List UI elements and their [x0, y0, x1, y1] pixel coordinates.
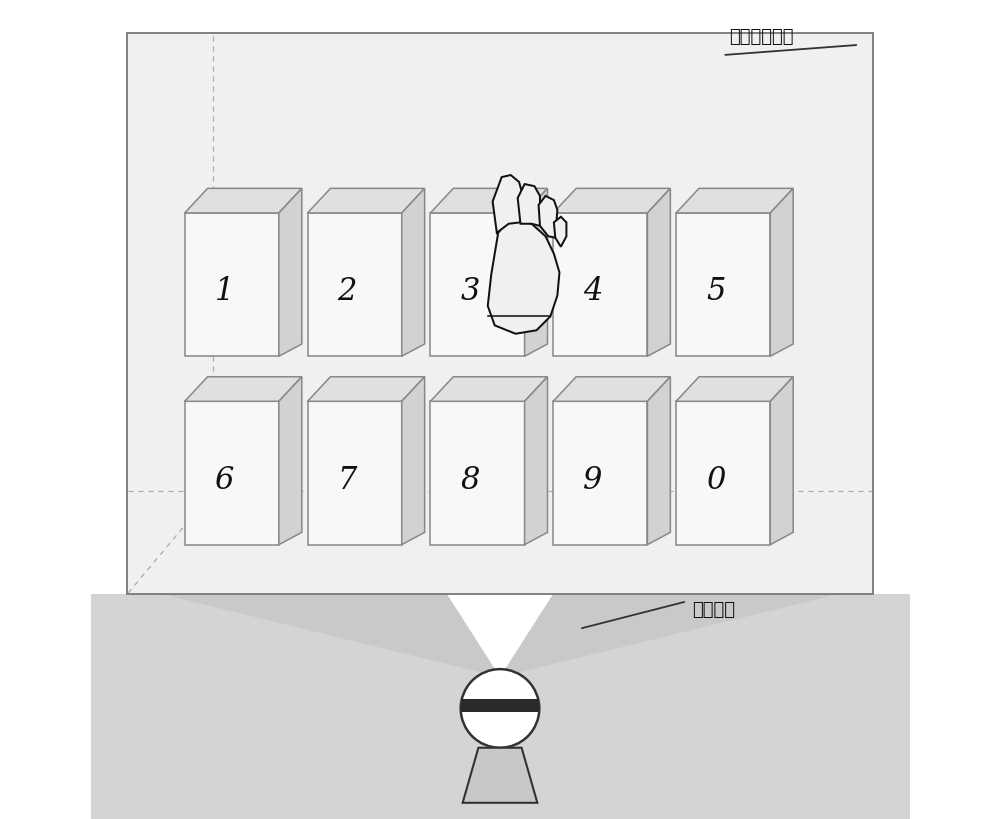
Polygon shape: [554, 217, 566, 247]
Polygon shape: [160, 594, 840, 677]
Polygon shape: [430, 377, 548, 401]
Polygon shape: [525, 188, 548, 356]
Text: 三维虚拟键盘: 三维虚拟键盘: [729, 28, 794, 46]
Polygon shape: [770, 377, 793, 545]
Polygon shape: [91, 594, 910, 819]
Polygon shape: [493, 175, 523, 233]
Polygon shape: [488, 219, 559, 334]
Polygon shape: [430, 188, 548, 213]
Polygon shape: [647, 188, 670, 356]
Polygon shape: [553, 188, 670, 213]
Polygon shape: [553, 213, 647, 356]
Circle shape: [461, 669, 539, 748]
Polygon shape: [430, 213, 525, 356]
Polygon shape: [461, 699, 539, 712]
Text: 7: 7: [337, 464, 357, 495]
Polygon shape: [279, 377, 302, 545]
Text: 9: 9: [583, 464, 602, 495]
Polygon shape: [553, 401, 647, 545]
Polygon shape: [539, 196, 557, 238]
Polygon shape: [647, 377, 670, 545]
Polygon shape: [308, 401, 402, 545]
Polygon shape: [308, 188, 425, 213]
Polygon shape: [676, 401, 770, 545]
Polygon shape: [402, 377, 425, 545]
Polygon shape: [185, 401, 279, 545]
Polygon shape: [447, 594, 553, 677]
Text: 4: 4: [583, 276, 602, 307]
Polygon shape: [525, 377, 548, 545]
Polygon shape: [676, 377, 793, 401]
Polygon shape: [770, 188, 793, 356]
Polygon shape: [308, 213, 402, 356]
Polygon shape: [518, 184, 540, 226]
Text: 3: 3: [460, 276, 480, 307]
Polygon shape: [308, 377, 425, 401]
Polygon shape: [279, 188, 302, 356]
Polygon shape: [185, 188, 302, 213]
Polygon shape: [185, 377, 302, 401]
Polygon shape: [127, 33, 873, 594]
Text: 0: 0: [706, 464, 725, 495]
Polygon shape: [553, 377, 670, 401]
Polygon shape: [430, 401, 525, 545]
Text: 1: 1: [215, 276, 234, 307]
Polygon shape: [676, 213, 770, 356]
Text: 5: 5: [706, 276, 725, 307]
Text: 8: 8: [460, 464, 480, 495]
Polygon shape: [463, 748, 537, 803]
Polygon shape: [402, 188, 425, 356]
Polygon shape: [676, 188, 793, 213]
Text: 2: 2: [337, 276, 357, 307]
Text: 用户视野: 用户视野: [692, 601, 735, 619]
Text: 6: 6: [215, 464, 234, 495]
Polygon shape: [185, 213, 279, 356]
